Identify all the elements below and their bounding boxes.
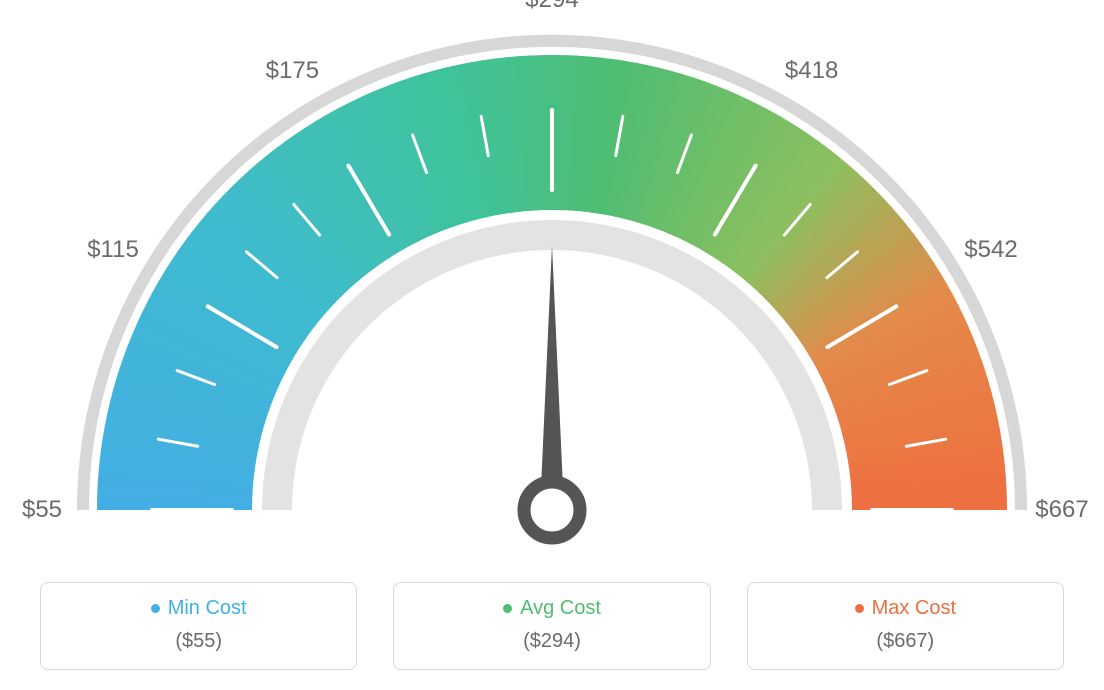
legend-title-avg: Avg Cost xyxy=(503,597,601,620)
legend: Min Cost ($55) Avg Cost ($294) Max Cost … xyxy=(0,582,1104,670)
legend-box-min: Min Cost ($55) xyxy=(40,582,357,670)
gauge-tick-label: $55 xyxy=(22,496,62,524)
gauge-tick-label: $294 xyxy=(525,0,578,14)
gauge-tick-label: $667 xyxy=(1035,496,1088,524)
gauge-tick-label: $418 xyxy=(785,57,838,85)
legend-value-max: ($667) xyxy=(766,630,1045,653)
legend-label-min: Min Cost xyxy=(168,597,247,620)
legend-value-min: ($55) xyxy=(59,630,338,653)
legend-dot-max xyxy=(855,604,864,613)
legend-title-max: Max Cost xyxy=(855,597,956,620)
gauge-tick-label: $175 xyxy=(266,57,319,85)
legend-box-max: Max Cost ($667) xyxy=(747,582,1064,670)
legend-title-min: Min Cost xyxy=(151,597,247,620)
gauge-chart: $55 $115 $175 $294 $418 $542 $667 xyxy=(0,0,1104,560)
legend-dot-avg xyxy=(503,604,512,613)
legend-label-avg: Avg Cost xyxy=(520,597,601,620)
legend-box-avg: Avg Cost ($294) xyxy=(393,582,710,670)
legend-label-max: Max Cost xyxy=(872,597,956,620)
gauge-tick-label: $542 xyxy=(964,236,1017,264)
legend-dot-min xyxy=(151,604,160,613)
gauge-tick-label: $115 xyxy=(87,236,139,264)
gauge-svg xyxy=(0,0,1104,560)
legend-value-avg: ($294) xyxy=(412,630,691,653)
